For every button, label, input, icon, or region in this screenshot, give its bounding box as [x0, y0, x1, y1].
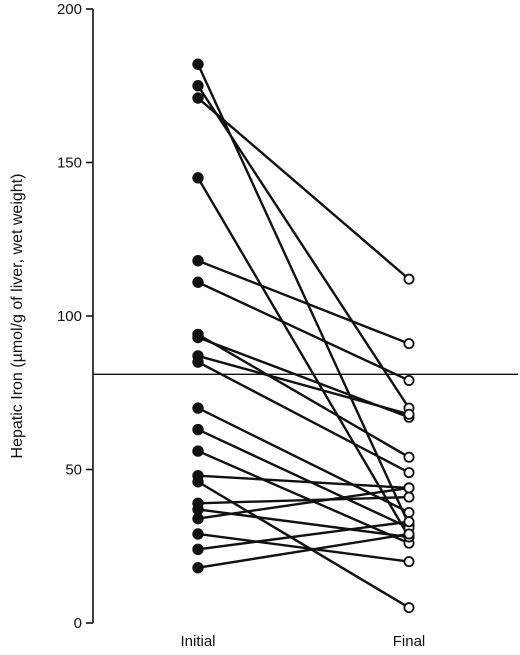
initial-point-8: [192, 331, 204, 344]
final-point-10: [403, 467, 415, 479]
patient-line-14: [196, 474, 411, 490]
x-tick-initial: Initial: [180, 633, 215, 650]
patient-line-21: [196, 532, 411, 569]
y-axis-title: Hepatic Iron (µmol/g of liver, wet weigh…: [9, 174, 26, 459]
initial-point-12: [192, 423, 204, 436]
patient-line-19: [196, 532, 411, 563]
patient-line-20: [196, 520, 411, 551]
final-point-3: [403, 273, 415, 285]
initial-point-19: [192, 528, 204, 540]
final-point-6: [403, 374, 415, 386]
initial-point-1: [192, 58, 204, 70]
final-point-16: [403, 491, 415, 503]
initial-point-4: [192, 172, 204, 184]
patient-line-13: [196, 449, 411, 545]
final-point-21: [403, 528, 415, 540]
final-point-15: [403, 602, 415, 614]
patient-line-10: [196, 360, 411, 474]
initial-point-6: [192, 276, 204, 288]
initial-point-13: [192, 445, 204, 457]
x-tick-final: Final: [393, 633, 426, 650]
patient-line-5: [196, 259, 411, 345]
initial-point-21: [192, 562, 204, 574]
y-tick-label: 150: [57, 155, 82, 172]
final-point-20: [403, 516, 415, 528]
initial-point-2: [192, 80, 204, 92]
patient-line-3: [196, 96, 411, 281]
initial-point-5: [192, 255, 204, 267]
patient-line-7: [196, 333, 411, 459]
initial-point-3: [192, 92, 204, 104]
y-tick-label: 200: [57, 1, 82, 18]
patient-line-18: [196, 486, 411, 520]
initial-point-10: [192, 356, 204, 368]
initial-point-20: [192, 543, 204, 556]
final-point-11: [403, 506, 415, 518]
patient-line-16: [196, 495, 411, 505]
final-point-18: [403, 482, 415, 494]
final-point-9: [403, 408, 415, 420]
initial-point-18: [192, 512, 204, 525]
patient-line-9: [196, 354, 411, 416]
y-tick-label: 50: [65, 462, 82, 479]
y-tick-label: 0: [74, 615, 82, 632]
initial-point-15: [192, 476, 204, 488]
patient-line-12: [196, 428, 411, 530]
patient-line-6: [196, 281, 411, 382]
final-point-5: [403, 338, 415, 350]
initial-point-11: [192, 402, 204, 414]
y-tick-label: 100: [57, 308, 82, 325]
final-point-7: [403, 451, 415, 463]
patient-line-11: [196, 406, 411, 514]
patient-line-4: [196, 176, 411, 539]
patient-line-2: [196, 84, 411, 410]
final-point-19: [403, 556, 415, 568]
